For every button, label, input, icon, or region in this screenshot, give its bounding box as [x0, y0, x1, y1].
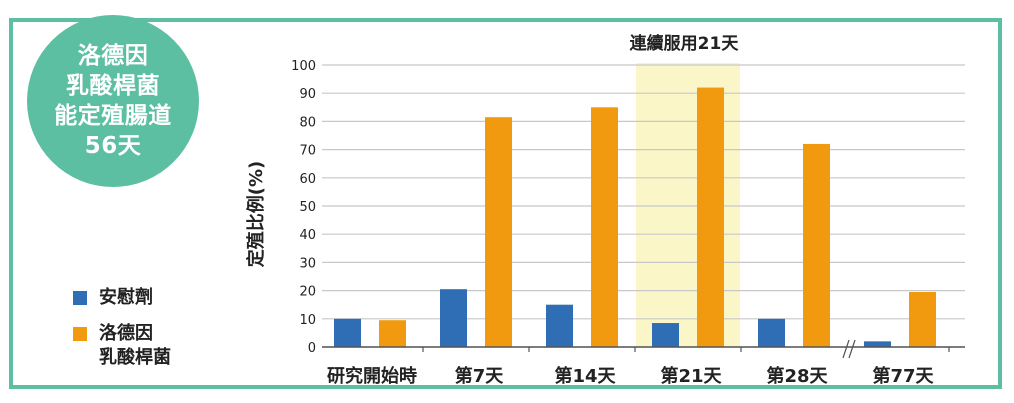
y-tick-label: 90 [299, 87, 316, 102]
x-tick-label: 第21天 [660, 365, 722, 387]
y-tick-label: 30 [299, 256, 316, 271]
x-tick-label: 研究開始時 [327, 365, 417, 387]
y-tick-label: 20 [299, 285, 316, 300]
bar [485, 117, 512, 347]
bar [334, 318, 361, 347]
highlight-band [636, 63, 740, 347]
bar [864, 341, 891, 347]
bar [803, 143, 830, 347]
y-tick-label: 0 [308, 341, 316, 356]
y-tick-label: 70 [299, 144, 316, 159]
info-badge: 洛德因 乳酸桿菌 能定殖腸道 56天 [27, 15, 199, 187]
bar [697, 87, 724, 347]
badge-line: 56天 [84, 133, 142, 159]
x-tick-label: 第77天 [872, 365, 934, 387]
axis-break-mark [848, 339, 856, 359]
bar [652, 323, 679, 347]
legend: 安慰劑 洛德因 乳酸桿菌 [73, 286, 171, 382]
legend-label: 洛德因 乳酸桿菌 [99, 323, 171, 368]
y-tick-label: 100 [291, 59, 316, 74]
bar [440, 289, 467, 347]
y-tick-label: 10 [299, 313, 316, 328]
x-tick-label: 第14天 [554, 365, 616, 387]
bar [758, 318, 785, 347]
axis-break-mark [842, 339, 850, 359]
y-tick-label: 80 [299, 115, 316, 130]
bar [591, 107, 618, 347]
y-tick-label: 60 [299, 172, 316, 187]
bar [546, 304, 573, 347]
legend-label: 安慰劑 [99, 287, 153, 308]
badge-line: 乳酸桿菌 [66, 73, 160, 99]
badge-line: 洛德因 [77, 43, 149, 69]
x-tick-label: 第7天 [455, 365, 505, 387]
legend-swatch [73, 291, 87, 305]
badge-line: 能定殖腸道 [54, 103, 172, 129]
legend-item-placebo: 安慰劑 [73, 286, 171, 310]
y-tick-label: 40 [299, 228, 316, 243]
legend-swatch [73, 327, 87, 341]
bar [909, 292, 936, 347]
y-tick-label: 50 [299, 200, 316, 215]
legend-item-lactobacillus: 洛德因 乳酸桿菌 [73, 322, 171, 370]
bar [379, 320, 406, 347]
x-tick-label: 第28天 [766, 365, 828, 387]
highlight-label: 連續服用21天 [630, 33, 740, 54]
